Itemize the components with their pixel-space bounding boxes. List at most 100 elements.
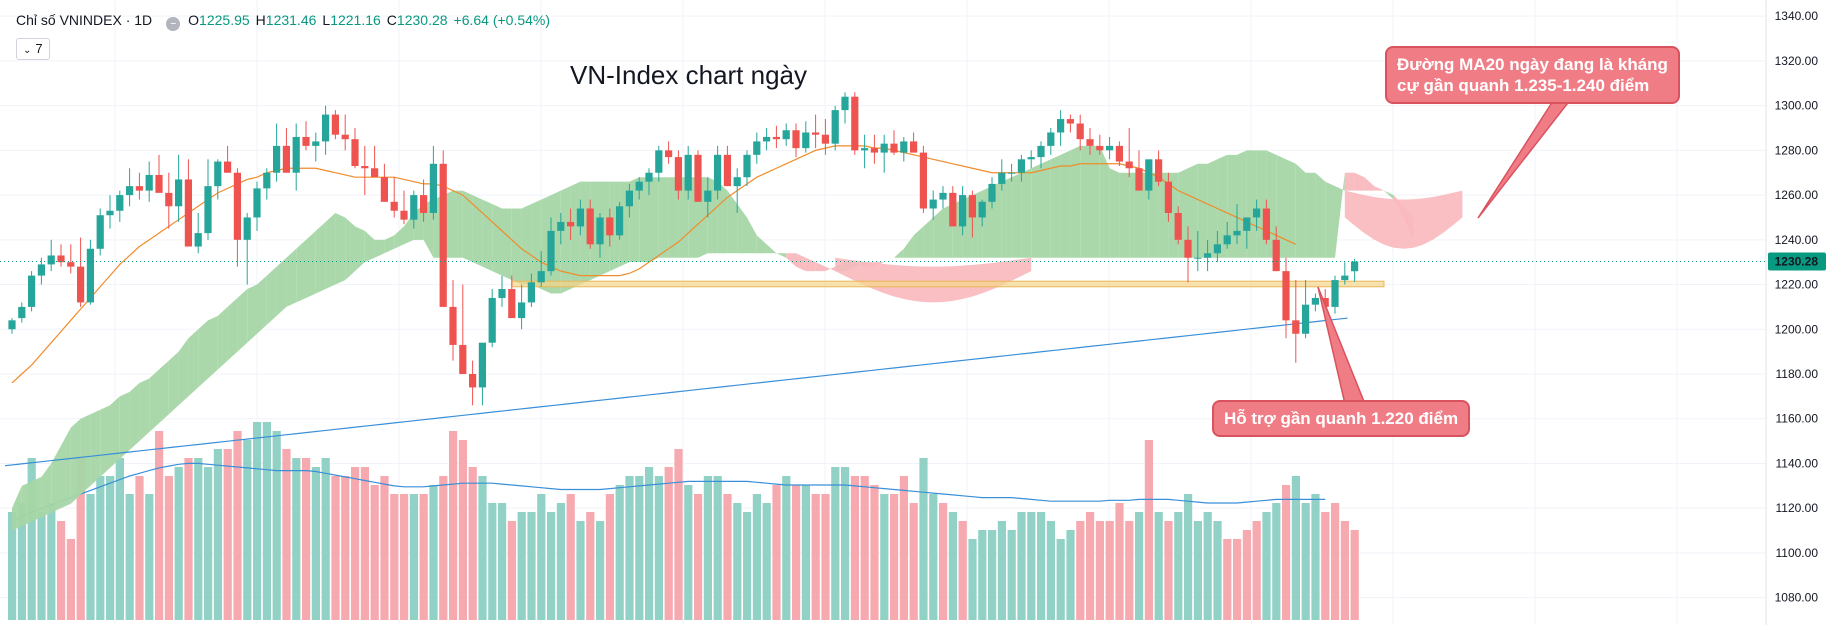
candle-body	[900, 141, 908, 153]
volume-bar	[1282, 485, 1291, 620]
cloud-segment	[894, 248, 904, 258]
volume-bar	[811, 494, 820, 620]
volume-bar	[684, 485, 693, 620]
volume-bar	[752, 494, 761, 620]
cloud-segment	[913, 226, 924, 258]
candle	[567, 208, 575, 240]
candle	[508, 275, 516, 319]
cloud-segment	[61, 427, 71, 509]
candle	[723, 145, 731, 187]
volume-bar	[1056, 539, 1065, 620]
candle	[1135, 150, 1143, 191]
volume-bar	[282, 449, 291, 620]
candle	[586, 199, 594, 249]
volume-bar	[1105, 521, 1114, 620]
candle-body	[1037, 145, 1045, 158]
indicators-toggle[interactable]: ⌄ 7	[16, 38, 50, 60]
cloud-segment	[1011, 172, 1022, 258]
volume-bar	[449, 431, 458, 620]
symbol-label[interactable]: Chỉ số VNINDEX · 1D	[16, 12, 153, 28]
cloud-segment	[1295, 163, 1306, 258]
candle-body	[155, 174, 163, 193]
candle	[949, 186, 957, 227]
volume-bar	[1017, 512, 1026, 620]
volume-bar	[1272, 503, 1281, 620]
candle	[57, 244, 65, 267]
cloud-segment	[100, 405, 110, 477]
candle-body	[126, 186, 134, 196]
volume-bar	[400, 494, 409, 620]
candle-body	[1262, 208, 1270, 240]
volume-bar	[1340, 521, 1349, 620]
cloud-segment	[1041, 159, 1051, 258]
cloud-segment	[237, 289, 248, 352]
candle	[263, 168, 271, 200]
candle	[1272, 226, 1280, 272]
candle	[292, 123, 300, 191]
candle	[890, 130, 898, 155]
volume-bar	[762, 503, 771, 620]
volume-bar	[1027, 512, 1036, 620]
candle-body	[743, 154, 751, 178]
candle	[978, 199, 986, 227]
volume-bar	[57, 521, 66, 620]
candle	[459, 284, 467, 374]
volume-bar	[233, 431, 242, 620]
candle-body	[1145, 159, 1153, 191]
candle-body	[694, 154, 702, 202]
volume-bar	[958, 521, 967, 620]
candle-body	[1253, 208, 1261, 218]
candle-body	[1047, 132, 1055, 146]
candle	[645, 168, 653, 196]
candle	[282, 128, 290, 173]
volume-bar	[556, 503, 565, 620]
candle	[684, 145, 692, 200]
candle	[1027, 150, 1035, 169]
cloud-segment	[923, 217, 934, 258]
candle	[478, 342, 486, 406]
candle-body	[1223, 235, 1231, 245]
candle-body	[949, 192, 957, 227]
cloud-segment	[1237, 150, 1247, 258]
candle-body	[57, 255, 65, 263]
candle	[106, 195, 114, 229]
cloud-segment	[1148, 172, 1159, 258]
volume-bar	[439, 476, 448, 620]
volume-bar	[419, 494, 428, 620]
candle-body	[518, 302, 526, 319]
cloud-segment	[903, 235, 914, 258]
y-tick-label: 1160.00	[1776, 412, 1819, 426]
candle	[214, 159, 222, 200]
support-pointer	[1317, 286, 1367, 405]
cloud-segment	[306, 230, 316, 298]
volume-bar	[47, 503, 56, 620]
volume-bar	[458, 440, 467, 620]
volume-bar	[409, 494, 418, 620]
candle	[655, 145, 663, 182]
candle-body	[37, 264, 45, 276]
candle-body	[1213, 244, 1221, 254]
volume-bar	[498, 503, 507, 620]
volume-bar	[586, 512, 595, 620]
volume-bar	[1164, 521, 1173, 620]
volume-bar	[1233, 539, 1242, 620]
minus-icon[interactable]: −	[166, 17, 181, 31]
volume-bar	[694, 494, 703, 620]
cloud-segment	[188, 329, 199, 397]
cloud-segment	[1099, 145, 1110, 258]
candle	[665, 141, 673, 164]
volume-bar	[1086, 512, 1095, 620]
cloud-segment	[727, 190, 738, 254]
volume-bar	[527, 512, 536, 620]
candle	[361, 145, 369, 196]
cloud-segment	[266, 266, 277, 325]
candle	[900, 136, 908, 162]
cloud-segment	[678, 177, 689, 258]
cloud-segment	[31, 476, 42, 522]
volume-bar	[311, 467, 320, 620]
volume-bar	[792, 485, 801, 620]
cloud-segment	[1335, 172, 1345, 258]
volume-bar	[1262, 512, 1271, 620]
volume-bar	[292, 458, 301, 620]
